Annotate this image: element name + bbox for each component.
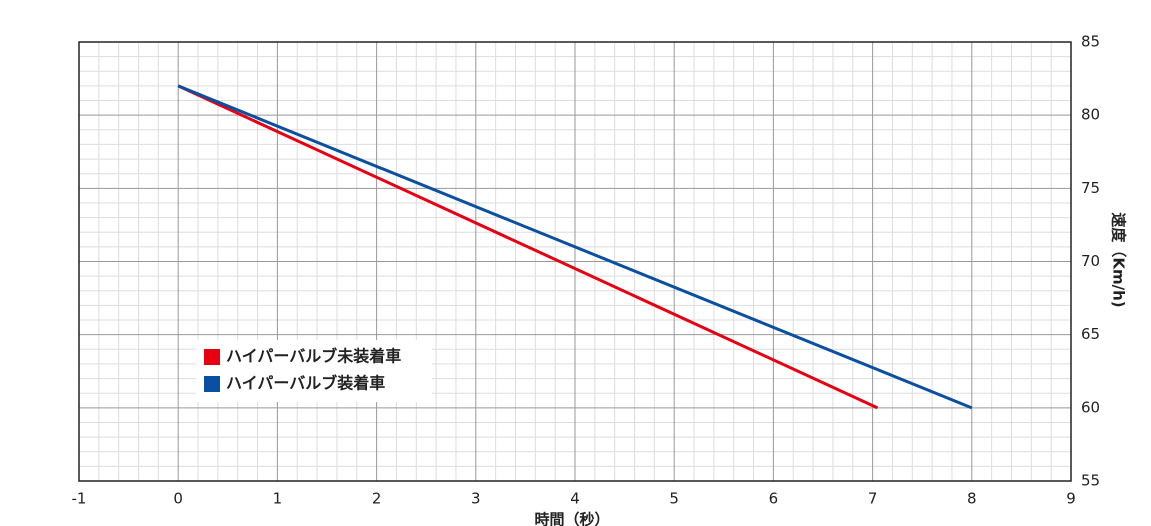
- x-tick-label: 2: [372, 490, 382, 508]
- line-series: [177, 84, 879, 410]
- x-tick-label: 1: [273, 490, 283, 508]
- y-tick-label: 70: [1081, 252, 1100, 270]
- plot-frame: [78, 41, 1072, 482]
- y-axis-title: 速度（Km/h): [1110, 212, 1128, 307]
- x-tick-label: 7: [868, 490, 878, 508]
- y-tick-label: 75: [1081, 179, 1100, 197]
- legend-swatch: [204, 376, 220, 392]
- x-axis-title: 時間（秒）: [534, 511, 609, 526]
- x-tick-label: -1: [72, 490, 87, 508]
- y-tick-label: 60: [1081, 398, 1100, 416]
- x-tick-label: 6: [769, 490, 779, 508]
- legend-label: ハイパーバルブ未装着車: [226, 347, 401, 366]
- legend-label: ハイパーバルブ装着車: [226, 374, 385, 393]
- x-tick-label: 8: [967, 490, 977, 508]
- y-tick-label: 55: [1081, 472, 1100, 490]
- legend-box: [196, 340, 432, 402]
- line-series: [177, 84, 973, 410]
- legend-swatch: [204, 349, 220, 365]
- x-tick-label: 9: [1066, 490, 1076, 508]
- x-tick-label: 5: [669, 490, 679, 508]
- x-tick-label: 0: [173, 490, 183, 508]
- y-tick-label: 85: [1081, 33, 1100, 51]
- y-tick-label: 65: [1081, 325, 1100, 343]
- x-tick-label: 4: [570, 490, 580, 508]
- x-tick-label: 3: [471, 490, 481, 508]
- y-tick-label: 80: [1081, 106, 1100, 124]
